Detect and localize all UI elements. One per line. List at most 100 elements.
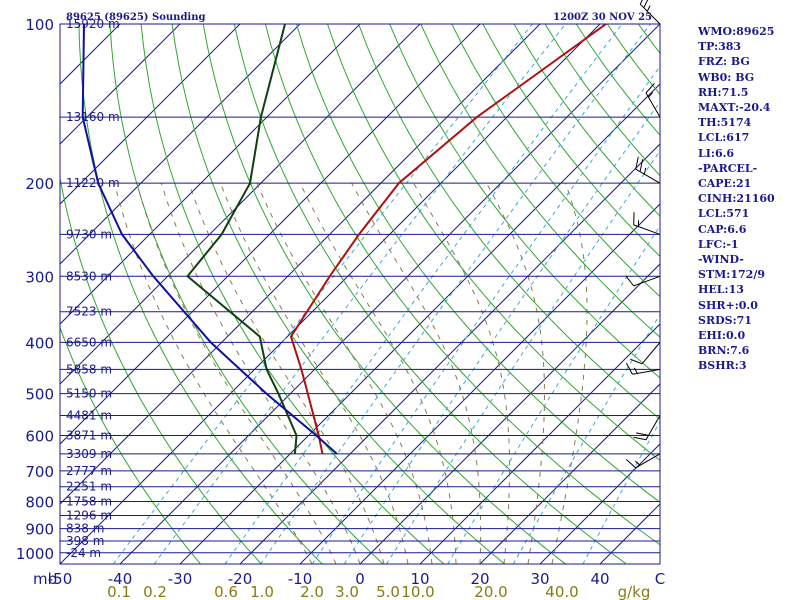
dry-adiabat-line [60, 175, 262, 564]
temperature-tick-label: 0 [355, 570, 365, 588]
sounding-series [81, 24, 607, 455]
isotherm-line [60, 24, 301, 265]
index-line: CAPE:21 [698, 177, 752, 191]
wind-barb [635, 156, 661, 184]
wind-barb-half-flag [648, 92, 654, 98]
wind-barb-flag [625, 275, 635, 287]
height-label: 8530 m [66, 269, 112, 283]
mixing-ratio-tick-label: 20.0 [474, 583, 507, 600]
wind-barb-half-flag [646, 5, 651, 12]
moist-adiabat-lines [114, 182, 588, 564]
wind-barb [625, 275, 661, 287]
moist-adiabat-line [256, 183, 433, 564]
wind-barb-half-flag [633, 367, 638, 374]
pressure-tick-label: 500 [25, 386, 54, 404]
moist-adiabat-line [114, 183, 313, 564]
isotherm-line [179, 83, 660, 564]
index-line: TH:5174 [698, 116, 752, 130]
chart-timestamp: 1200Z 30 NOV 25 [553, 12, 652, 23]
isotherm-line [60, 24, 541, 505]
wind-barb [639, 0, 661, 25]
height-label: 1758 m [66, 495, 112, 509]
mixing-ratio-line [512, 313, 660, 564]
wind-barb-flag [643, 0, 649, 8]
height-label: 398 m [66, 534, 104, 548]
temperature-tick-label: 20 [470, 570, 489, 588]
mixing-ratio-tick-label: 2.0 [300, 583, 324, 600]
moist-adiabat-line [160, 183, 361, 564]
dry-adiabat-line [202, 24, 566, 564]
dry-adiabat-line [60, 326, 201, 564]
height-label: 7523 m [66, 305, 112, 319]
moist-adiabat-line [136, 183, 337, 564]
dry-adiabat-line [264, 24, 660, 546]
mixing-ratio-tick-label: 1.0 [250, 583, 274, 600]
index-line: FRZ: BG [698, 55, 750, 69]
isotherm-line [60, 24, 421, 385]
pressure-tick-label: 700 [25, 463, 54, 481]
index-line: STM:172/9 [698, 268, 765, 282]
index-line: BRN:7.6 [698, 344, 750, 358]
wind-barb [625, 453, 661, 469]
mixing-ratio-tick-label: 3.0 [335, 583, 359, 600]
dewpoint-trace [186, 24, 298, 454]
wind-barb-flag [630, 358, 643, 365]
index-line: LFC:-1 [698, 237, 739, 251]
wind-barb-flag [625, 459, 637, 469]
mixing-ratio-tick-label: 10.0 [401, 583, 434, 600]
wind-barb-flag [639, 0, 643, 5]
wind-barb-flag [633, 436, 647, 441]
index-line: SRDS:71 [698, 313, 752, 327]
pressure-tick-label: 200 [25, 175, 54, 193]
moist-adiabat-line [486, 182, 545, 564]
temperature-tick-label: 10 [410, 570, 429, 588]
isotherm-line [60, 24, 241, 205]
moist-adiabat-line [351, 182, 482, 564]
isotherm-line [60, 24, 601, 564]
temperature-tick-label: 40 [590, 570, 609, 588]
mixing-ratio-line [447, 225, 660, 564]
index-line: WMO:89625 [698, 25, 775, 38]
mixing-ratio-lines [112, 24, 660, 564]
index-line: CINH:21160 [698, 192, 775, 206]
wind-barb-flag [635, 156, 639, 170]
wind-barb-flag [645, 83, 655, 94]
height-label: 4481 m [66, 409, 112, 423]
moist-adiabat-line [299, 182, 457, 564]
wind-barb-staff [641, 342, 661, 365]
isotherm-line [60, 24, 361, 325]
index-line: LCL:571 [698, 207, 750, 221]
pressure-tick-label: 400 [25, 334, 54, 352]
dry-adiabat-line [420, 24, 660, 338]
mixing-ratio-line [386, 149, 660, 564]
height-label: 838 m [66, 522, 104, 536]
temperature-tick-label: C [655, 570, 665, 588]
dry-adiabat-line [109, 24, 384, 564]
height-label: 3309 m [66, 447, 112, 461]
mixing-ratio-tick-label: 0.6 [214, 583, 238, 600]
mixing-ratio-tick-label: 40.0 [545, 583, 578, 600]
moist-adiabat-line [413, 182, 511, 564]
index-line: BSHR:3 [698, 359, 747, 373]
dry-adiabat-line [327, 24, 660, 461]
index-line: CAP:6.6 [698, 222, 747, 236]
index-line: LI:6.6 [698, 146, 735, 160]
pressure-unit-label: mb [33, 570, 57, 588]
dry-adiabat-lines [60, 24, 660, 564]
chart-title: 89625 (89625) Sounding [66, 12, 206, 23]
wind-barb-flag [636, 432, 649, 436]
height-label: 6650 m [66, 335, 112, 349]
height-label: 2251 m [66, 480, 112, 494]
dry-adiabat-line [389, 24, 660, 379]
mixing-ratio-tick-label: 0.1 [107, 583, 131, 600]
index-line: RH:71.5 [698, 85, 749, 99]
moist-adiabat-line [551, 183, 588, 564]
dry-adiabat-line [358, 24, 660, 420]
index-line: EHI:0.0 [698, 329, 746, 343]
index-line: WB0: BG [698, 70, 755, 84]
index-line: HEL:13 [698, 283, 744, 297]
wind-barb [633, 415, 661, 441]
dry-adiabat-line [140, 24, 445, 564]
mixing-ratio-line [224, 24, 623, 564]
